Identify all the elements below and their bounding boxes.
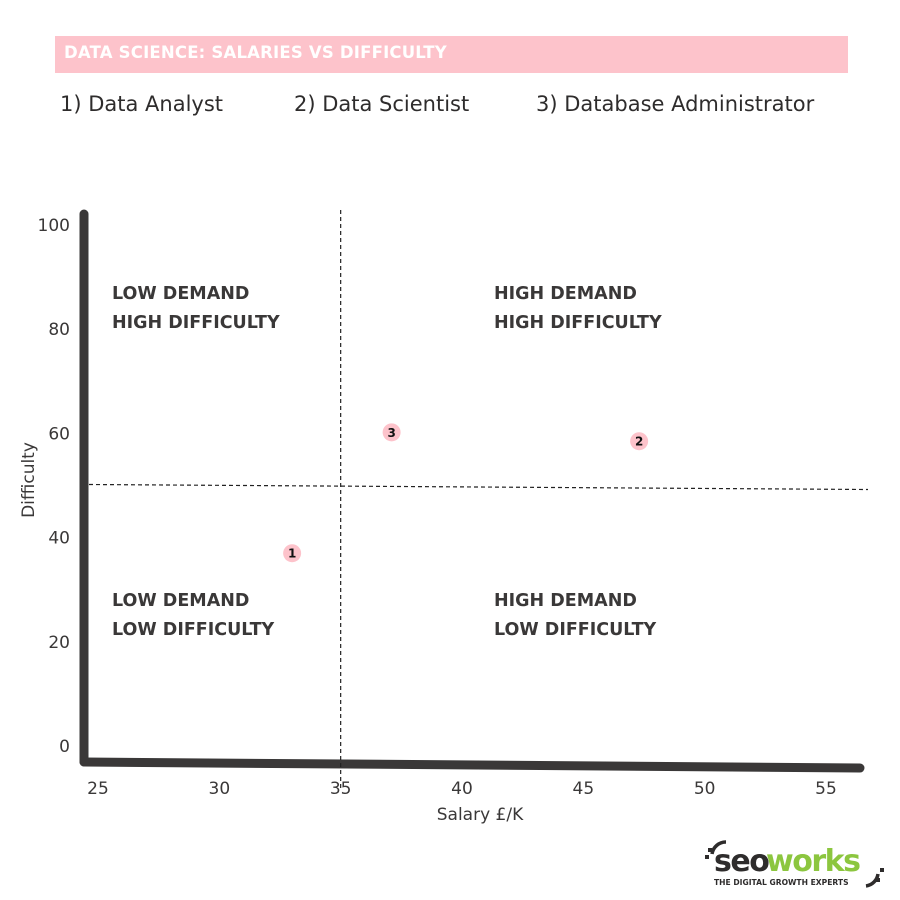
logo-word-works: works [766,844,860,879]
legend-item-2: 2) Data Scientist [294,92,470,116]
data-point-label-2: 2 [635,435,643,449]
seoworks-logo: seo works THE DIGITAL GROWTH EXPERTS [700,838,890,890]
x-tick-label: 30 [209,779,231,799]
y-tick-label: 20 [48,633,70,653]
gear-icon [710,840,880,888]
y-axis-label: Difficulty [19,442,39,518]
data-point-2 [630,432,649,451]
x-tick-label: 40 [451,779,473,799]
y-tick-label: 0 [59,737,70,757]
logo-word-seo: seo [714,844,769,879]
data-point-label-3: 3 [387,426,395,440]
data-point-label-1: 1 [288,547,296,561]
y-tick-label: 60 [48,424,70,444]
data-point-3 [382,423,401,442]
quadrant-label-top-right: HIGH DEMAND [494,284,637,304]
chart-title: DATA SCIENCE: SALARIES VS DIFFICULTY [64,43,447,62]
quadrant-label-top-left: HIGH DIFFICULTY [112,313,280,333]
x-tick-label: 50 [694,779,716,799]
quadrant-label-bottom-left: LOW DIFFICULTY [112,620,275,640]
y-tick-label: 80 [48,320,70,340]
quadrant-label-bottom-right: HIGH DEMAND [494,591,637,611]
y-tick-label: 40 [48,529,70,549]
quadrant-label-top-right: HIGH DIFFICULTY [494,313,662,333]
logo-graphic: seo works THE DIGITAL GROWTH EXPERTS [705,840,884,888]
horizontal-divider-line [88,483,869,491]
data-point-1 [283,544,302,563]
legend-item-3: 3) Database Administrator [536,92,815,116]
quadrant-label-bottom-right: LOW DIFFICULTY [494,620,657,640]
title-banner: DATA SCIENCE: SALARIES VS DIFFICULTY [55,36,848,73]
y-tick-label: 100 [38,216,70,236]
x-axis-label: Salary £/K [437,805,524,825]
x-tick-label: 45 [573,779,595,799]
x-tick-label: 55 [815,779,837,799]
x-axis-line [79,757,865,773]
quadrant-label-bottom-left: LOW DEMAND [112,591,249,611]
logo-tagline: THE DIGITAL GROWTH EXPERTS [714,878,849,887]
x-tick-label: 25 [87,779,109,799]
quadrant-label-top-left: LOW DEMAND [112,284,249,304]
legend-item-1: 1) Data Analyst [60,92,224,116]
x-tick-label: 35 [330,779,352,799]
